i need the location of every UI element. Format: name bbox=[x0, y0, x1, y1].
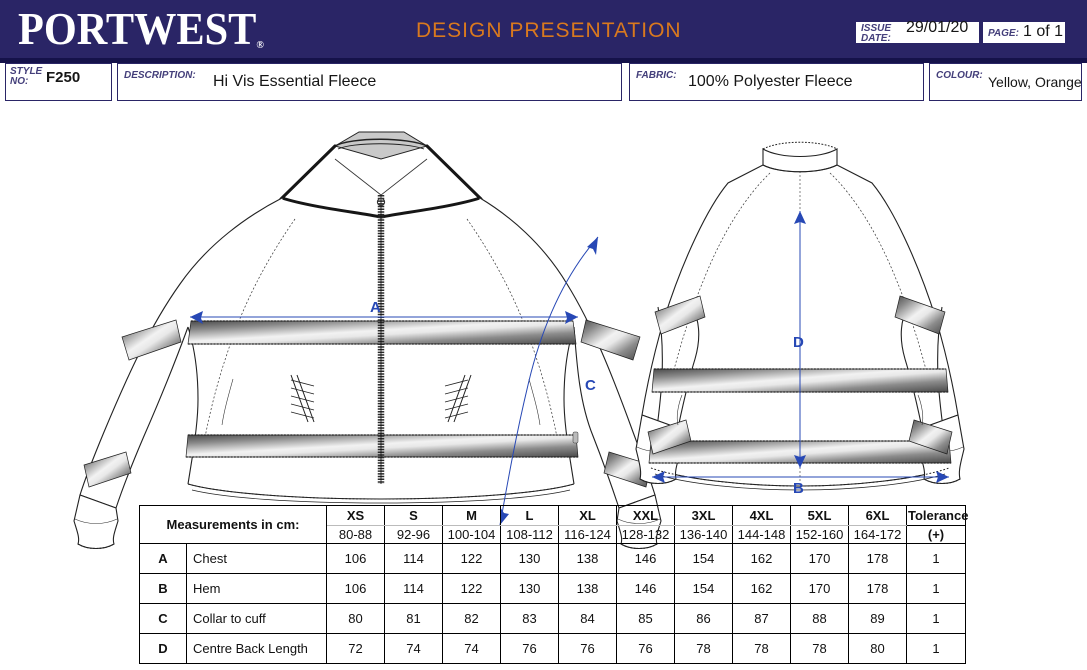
svg-text:C: C bbox=[585, 377, 596, 394]
svg-text:D: D bbox=[793, 334, 804, 351]
svg-text:B: B bbox=[793, 480, 804, 497]
svg-text:A: A bbox=[370, 299, 381, 316]
